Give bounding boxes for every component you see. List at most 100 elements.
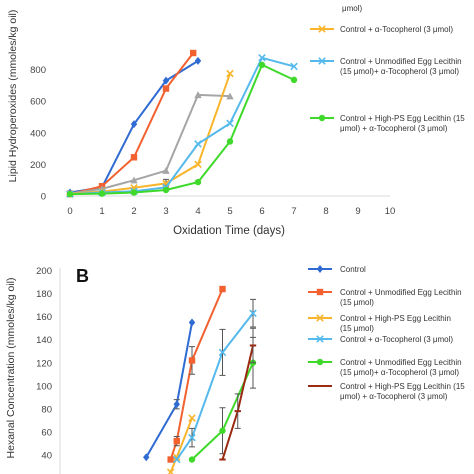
- y-tick-label-b: 120: [36, 358, 52, 369]
- legend-b-swatch-marker: [316, 288, 324, 296]
- y-tick-label-b: 40: [41, 450, 52, 461]
- data-point-b-0: [173, 400, 180, 409]
- data-point-b-4: [188, 456, 196, 463]
- data-point-a-5: [130, 189, 138, 196]
- series-b-group: [143, 285, 257, 474]
- x-axis-title-a: Oxidation Time (days): [173, 225, 285, 237]
- legend-a-swatch-marker: [318, 57, 326, 65]
- legend-b-swatch-marker: [316, 314, 324, 322]
- legend-b-label: Control + High-PS Egg Lecithin: [340, 314, 451, 323]
- y-tick-label-a: 400: [30, 128, 46, 139]
- x-tick-label-a: 8: [323, 206, 328, 217]
- data-point-b-2: [166, 468, 175, 474]
- y-tick-label-b: 180: [36, 289, 52, 300]
- x-tick-label-a: 7: [291, 206, 296, 217]
- series-b-line-3: [175, 312, 254, 461]
- data-point-b-1: [167, 456, 174, 463]
- data-point-a-0: [162, 76, 170, 85]
- series-a-line-5: [69, 63, 295, 196]
- y-tick-label-b: 200: [36, 266, 52, 277]
- data-point-a-0: [130, 120, 138, 129]
- data-point-b-1: [188, 357, 196, 364]
- data-point-a-1: [162, 85, 170, 92]
- legend-b-label: Control: [340, 265, 366, 274]
- data-point-b-3: [249, 309, 257, 317]
- data-point-b-1: [219, 285, 226, 293]
- data-point-a-2: [162, 167, 170, 174]
- data-point-a-4: [226, 119, 234, 128]
- data-point-a-2: [130, 176, 138, 184]
- data-point-a-3: [194, 160, 202, 169]
- legend-b-swatch-marker: [316, 335, 324, 343]
- y-tick-label-a: 800: [30, 65, 46, 76]
- y-tick-label-a: 200: [30, 160, 46, 171]
- legend-a-swatch-marker: [318, 25, 326, 33]
- y-tick-label-b: 160: [36, 312, 52, 323]
- legend-a-label: Control + Unmodified Egg Lecithin: [340, 57, 462, 66]
- data-point-b-1: [173, 437, 180, 445]
- series-a-line-2: [69, 93, 231, 195]
- data-point-a-5: [290, 76, 298, 84]
- legend-b-swatch-marker: [316, 358, 324, 366]
- legend-b-label: (15 μmol): [340, 298, 374, 307]
- y-axis-title-a: Lipid Hydroperoxides (mmoles/kg oil): [7, 10, 19, 183]
- legend-a-label: Control + High-PS Egg Lecithin (15: [340, 114, 465, 123]
- x-tick-label-a: 5: [227, 206, 232, 217]
- panel-b-chart: B 40 60 80 100 120 140 160 180 200 Hexanal Concent…: [5, 265, 465, 474]
- data-point-a-5: [98, 190, 106, 197]
- legend-a-label: (15 μmol)+ α-Tocopherol (3 μmol): [340, 67, 459, 76]
- data-point-a-0: [194, 56, 202, 65]
- x-tick-label-a: 6: [259, 206, 264, 217]
- data-point-b-3: [188, 433, 196, 442]
- data-point-a-5: [194, 178, 202, 186]
- data-point-b-3: [172, 455, 181, 464]
- data-point-b-4: [219, 427, 226, 434]
- series-a-group: [66, 49, 298, 198]
- data-point-a-2: [194, 91, 202, 99]
- legend-b: Control Control + Unmodified Egg Lecithin…: [308, 265, 465, 401]
- data-point-a-2: [226, 92, 234, 100]
- x-tick-label-a: 4: [195, 206, 200, 217]
- legend-a-swatch-marker: [318, 114, 326, 122]
- x-tick-label-a: 2: [131, 206, 136, 217]
- y-tick-label-b: 60: [41, 427, 52, 438]
- y-tick-label-b: 80: [41, 404, 52, 415]
- y-axis-title-b: Hexanal Concentration (mmoles/kg oil): [5, 278, 17, 459]
- data-point-a-4: [258, 53, 266, 62]
- x-tick-label-a: 0: [67, 206, 72, 217]
- legend-b-label: Control + Unmodified Egg Lecithin: [340, 358, 462, 367]
- data-point-a-3: [226, 69, 234, 78]
- panel-label-b: B: [76, 266, 89, 286]
- data-point-a-5: [226, 138, 234, 145]
- legend-a-label: μmol) + α-Tocopherol (3 μmol): [340, 124, 448, 133]
- legend-b-label: μmol) + α-Tocopherol (3 μmol): [340, 392, 448, 401]
- data-point-a-4: [290, 62, 298, 71]
- data-point-a-5: [66, 190, 74, 198]
- legend-a-partial-text: μmol): [342, 4, 363, 13]
- legend-b-label: Control + Unmodified Egg Lecithin: [340, 288, 462, 297]
- y-tick-label-b: 140: [36, 335, 52, 346]
- data-point-b-0: [188, 318, 196, 327]
- series-b-line-2: [169, 417, 193, 473]
- x-tick-label-a: 9: [355, 206, 360, 217]
- data-point-b-3: [218, 348, 227, 357]
- legend-b-label: (15 μmol): [340, 324, 374, 333]
- y-tick-label-a: 0: [41, 192, 46, 203]
- series-b-line-1: [169, 288, 224, 460]
- legend-a-label: Control + α-Tocopherol (3 μmol): [340, 25, 453, 34]
- data-point-a-1: [130, 154, 138, 161]
- data-point-a-4: [194, 140, 202, 148]
- x-tick-label-a: 3: [163, 206, 168, 217]
- legend-b-swatch-marker: [316, 265, 324, 273]
- data-point-a-1: [190, 49, 197, 57]
- legend-a: μmol) Control + α-Tocopherol (3 μmol) Cont…: [310, 4, 465, 133]
- y-tick-label-a: 600: [30, 97, 46, 108]
- panel-a-chart: 0 1 2 3 4 5 6 7 8 9 10 0 200 400 600 800 Oxidation Time …: [7, 4, 465, 237]
- x-tick-label-a: 10: [385, 206, 396, 217]
- legend-b-label: Control + High-PS Egg Lecithin (15: [340, 382, 465, 391]
- data-point-a-5: [258, 61, 266, 69]
- data-point-b-2: [188, 414, 196, 422]
- x-tick-label-a: 1: [99, 206, 104, 217]
- data-point-b-0: [143, 453, 150, 462]
